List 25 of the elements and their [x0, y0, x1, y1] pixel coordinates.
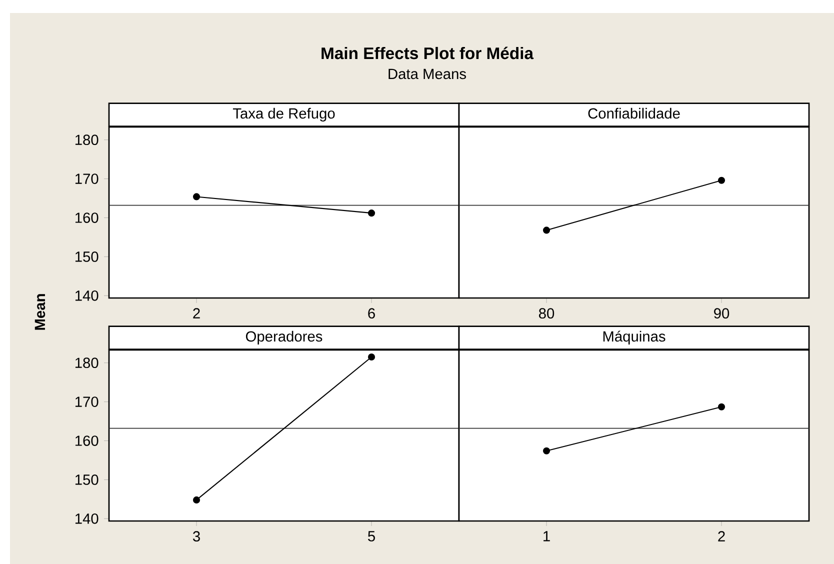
chart-title: Confiabilidade [588, 108, 680, 119]
chart-title: Operadores [246, 330, 322, 345]
chart-title: Taxa de Refugo [232, 108, 335, 122]
x-tick-label: 5 [368, 531, 375, 542]
y-tick-label: 140 [75, 513, 98, 524]
y-tick-label: 140 [75, 290, 98, 301]
x-tick-label: 3 [192, 531, 200, 542]
y-tick-label: 170 [75, 396, 98, 407]
y-axis-title: Mean [34, 294, 46, 330]
x-tick-label: 2 [718, 531, 725, 542]
chart-title: Máquinas [603, 330, 666, 345]
y-tick-label: 180 [75, 134, 98, 146]
x-tick-label: 1 [544, 531, 550, 542]
y-tick-label: 170 [75, 174, 98, 184]
text: Data Means [388, 68, 466, 80]
y-tick-label: 150 [75, 474, 98, 485]
x-tick-label: 80 [538, 308, 554, 319]
y-tick-label: 150 [75, 252, 98, 262]
y-tick-label: 160 [75, 212, 98, 223]
y-tick-label: 180 [75, 358, 98, 368]
x-tick-label: 2 [193, 308, 200, 318]
y-tick-label: 160 [75, 436, 98, 446]
x-tick-label: 90 [714, 308, 730, 319]
x-tick-label: 6 [368, 308, 375, 319]
text: Main Effects Plot for Média [322, 46, 534, 60]
